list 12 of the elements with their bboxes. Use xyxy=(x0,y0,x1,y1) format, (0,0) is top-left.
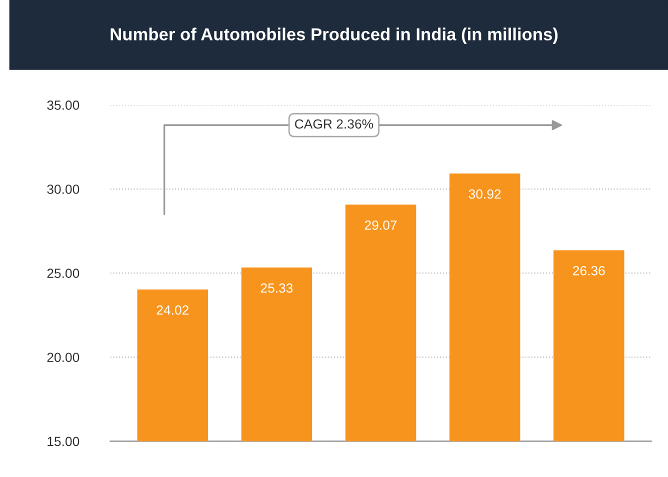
annotation: CAGR 2.36% xyxy=(295,119,374,129)
data-label: 29.07 xyxy=(364,220,397,230)
y-tick-label: 30.00 xyxy=(47,184,80,194)
chart-title: Number of Automobiles Produced in India (in millions) xyxy=(110,28,558,44)
data-label: 24.02 xyxy=(156,305,188,315)
y-tick-label: 25.00 xyxy=(47,268,80,278)
y-tick-label: 15.00 xyxy=(48,436,80,446)
y-tick-label: 20.00 xyxy=(47,352,80,362)
data-label: 26.36 xyxy=(573,266,605,276)
data-label: 25.33 xyxy=(260,283,293,293)
y-tick-label: 35.00 xyxy=(47,100,80,110)
data-label: 30.92 xyxy=(468,189,501,199)
